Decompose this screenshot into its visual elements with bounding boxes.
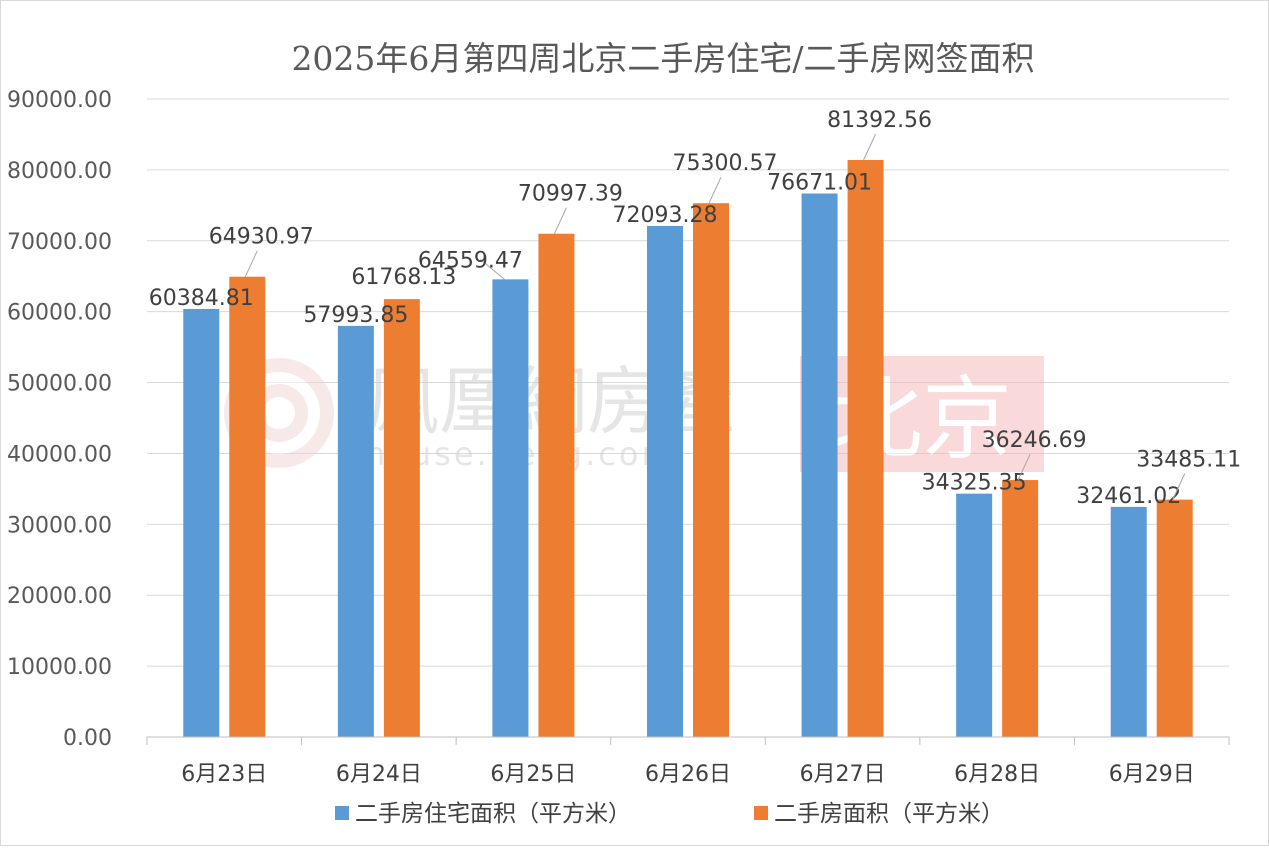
bar-total-area	[1002, 480, 1039, 737]
x-tick-label: 6月26日	[645, 762, 731, 787]
legend-swatch-residential	[335, 806, 349, 820]
label-leader-line	[480, 258, 505, 280]
bar-residential-area	[492, 279, 529, 737]
data-label: 72093.28	[613, 203, 718, 228]
label-leader-line	[1017, 453, 1031, 481]
x-tick-label: 6月28日	[954, 762, 1040, 787]
legend-label: 二手房住宅面积（平方米）	[355, 801, 631, 827]
data-label: 36246.69	[982, 428, 1087, 453]
legend-swatch-total	[754, 806, 768, 820]
data-label: 81392.56	[827, 108, 932, 133]
y-tick-label: 50000.00	[7, 372, 112, 397]
data-label: 57993.85	[303, 303, 408, 328]
bars	[183, 160, 1193, 737]
label-leader-line	[863, 133, 877, 161]
bar-total-area	[693, 203, 729, 737]
y-tick-label: 40000.00	[7, 442, 112, 467]
y-tick-label: 90000.00	[7, 88, 112, 113]
bar-residential-area	[1110, 506, 1147, 737]
data-label: 33485.11	[1136, 448, 1241, 473]
data-label: 60384.81	[149, 286, 254, 311]
watermark-city-badge	[800, 356, 1044, 472]
bar-total-area	[229, 276, 266, 737]
data-labels: 60384.81 57993.85 64559.47 72093.28 76671.01…	[149, 108, 1241, 509]
data-label: 32461.02	[1076, 484, 1181, 509]
x-tick-label: 6月27日	[800, 762, 886, 787]
y-tick-label: 10000.00	[7, 655, 112, 680]
y-tick-label: 80000.00	[7, 159, 112, 184]
y-tick-label: 30000.00	[7, 513, 112, 538]
label-leader-line	[1172, 473, 1186, 500]
x-tick-label: 6月23日	[181, 762, 267, 787]
x-tick-label: 6月24日	[336, 762, 422, 787]
chart-title: 2025年6月第四周北京二手房住宅/二手房网签面积	[291, 39, 1034, 78]
bar-total-area	[847, 160, 884, 737]
data-label: 64930.97	[209, 225, 314, 250]
data-label: 34325.35	[922, 471, 1027, 496]
bar-total-area	[1156, 499, 1193, 737]
x-tick-label: 6月29日	[1109, 762, 1195, 787]
x-tick-label: 6月25日	[490, 762, 576, 787]
data-label: 76671.01	[767, 170, 872, 195]
bar-residential-area	[647, 225, 683, 737]
bar-residential-area	[337, 325, 374, 737]
data-label: 64559.47	[418, 248, 523, 273]
bar-total-area	[383, 299, 420, 737]
bar-residential-area	[801, 193, 838, 737]
label-leader-line	[708, 176, 722, 204]
y-tick-label: 70000.00	[7, 230, 112, 255]
legend-label: 二手房面积（平方米）	[774, 801, 1004, 827]
legend: 二手房住宅面积（平方米） 二手房面积（平方米）	[335, 801, 1004, 827]
data-label: 75300.57	[673, 151, 778, 176]
data-label: 70997.39	[518, 182, 623, 207]
label-leader-line	[553, 207, 567, 234]
bar-residential-area	[183, 308, 220, 737]
bar-total-area	[538, 233, 575, 737]
y-tick-label: 60000.00	[7, 301, 112, 326]
label-leader-line	[244, 250, 258, 277]
gridlines	[147, 98, 1229, 667]
axes: 0.00 10000.00 20000.00 30000.00 40000.00 5000…	[7, 88, 1230, 787]
y-tick-label: 0.00	[63, 726, 112, 751]
data-label: 61768.13	[351, 265, 456, 290]
y-tick-label: 20000.00	[7, 584, 112, 609]
bar-residential-area	[956, 493, 993, 737]
